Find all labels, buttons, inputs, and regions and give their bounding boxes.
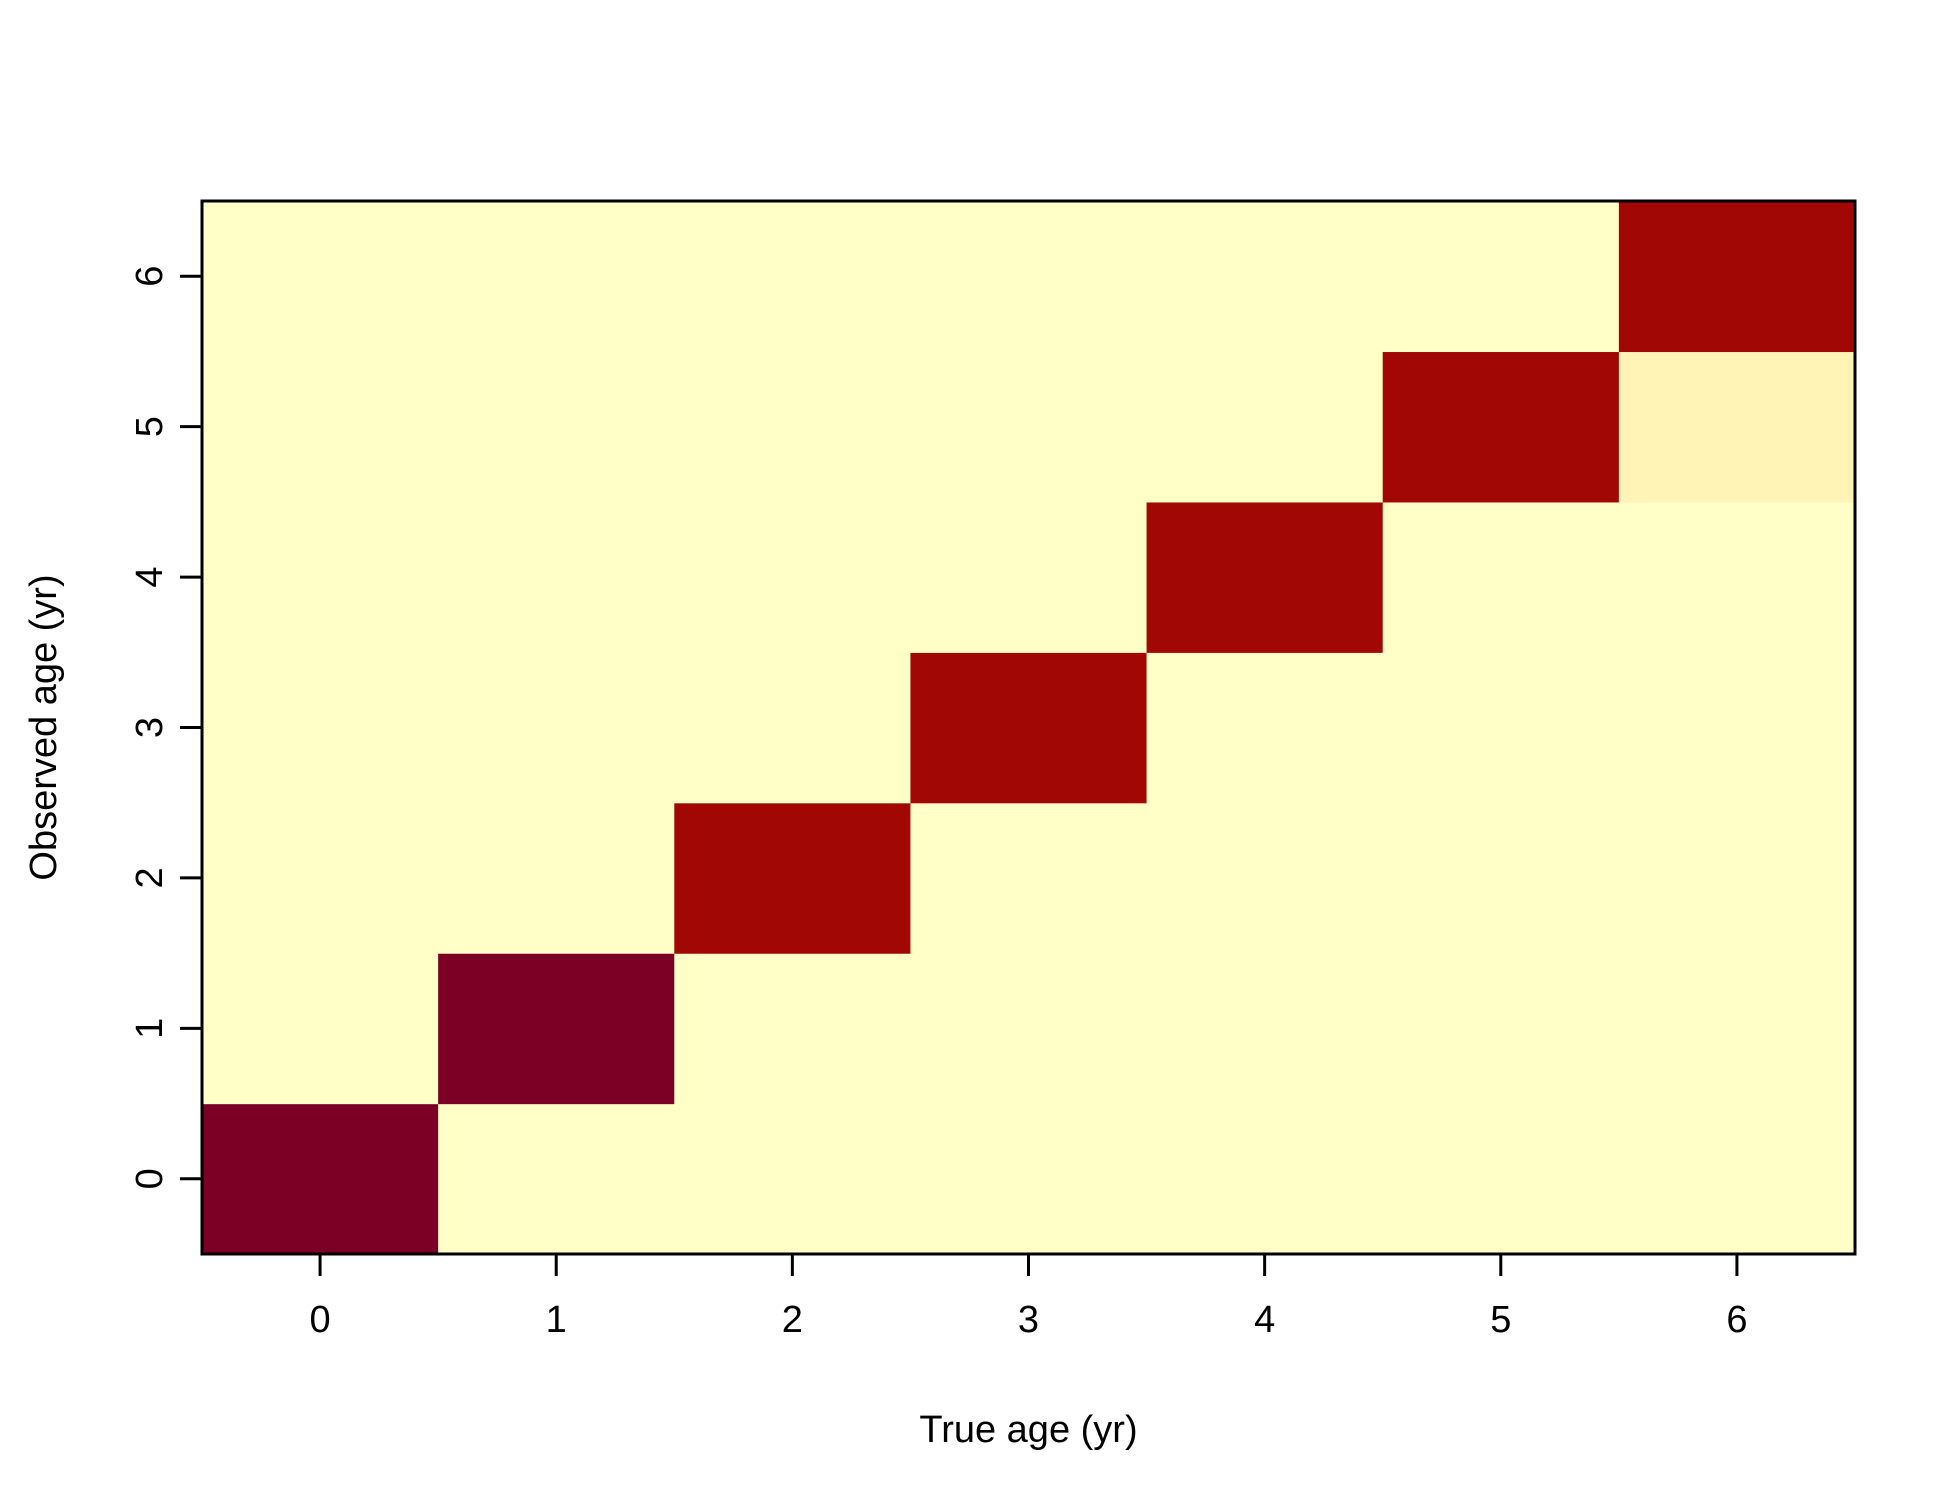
- heatmap-cell-5-3: [1382, 652, 1620, 804]
- heatmap-cell-0-4: [202, 501, 439, 653]
- y-tick-label: 2: [129, 867, 171, 888]
- heatmap-cell-4-1: [1146, 953, 1384, 1105]
- heatmap-cell-0-0: [202, 1103, 439, 1255]
- heatmap-cell-2-4: [674, 501, 912, 653]
- heatmap-cell-1-1: [438, 953, 675, 1105]
- plot-frame: [200, 199, 1857, 1256]
- heatmap-cell-1-2: [438, 802, 675, 954]
- heatmap-cell-6-2: [1618, 802, 1856, 954]
- x-axis-label: True age (yr): [919, 1409, 1137, 1451]
- y-tick-label: 3: [129, 717, 171, 738]
- x-tick-label: 1: [546, 1299, 567, 1341]
- heatmap-cell-5-4: [1382, 501, 1620, 653]
- heatmap-cell-6-3: [1618, 652, 1856, 804]
- heatmap-cell-3-6: [910, 201, 1148, 353]
- heatmap-cell-0-3: [202, 652, 439, 804]
- heatmap-cell-0-5: [202, 351, 439, 503]
- heatmap-cell-2-0: [674, 1103, 912, 1255]
- heatmap-cell-3-5: [910, 351, 1148, 503]
- x-axis: 0 1 2 3 4 5 6: [310, 1254, 1747, 1341]
- y-tick-label: 4: [129, 567, 171, 588]
- heatmap-cell-1-0: [438, 1103, 675, 1255]
- heatmap-cell-4-4: [1146, 501, 1384, 653]
- heatmap-cell-4-0: [1146, 1103, 1384, 1255]
- heatmap-cell-3-3: [910, 652, 1148, 804]
- x-tick-label: 5: [1490, 1299, 1511, 1341]
- heatmap-cell-2-5: [674, 351, 912, 503]
- x-tick-label: 6: [1726, 1299, 1747, 1341]
- heatmap-cell-6-0: [1618, 1103, 1856, 1255]
- y-axis: 0 1 2 3 4 5 6: [129, 266, 202, 1189]
- heatmap-cell-1-6: [438, 201, 675, 353]
- heatmap-cell-5-1: [1382, 953, 1620, 1105]
- heatmap-cell-1-4: [438, 501, 675, 653]
- heatmap-cell-3-4: [910, 501, 1148, 653]
- x-tick-label: 3: [1018, 1299, 1039, 1341]
- y-tick-label: 5: [129, 416, 171, 437]
- heatmap-cell-0-2: [202, 802, 439, 954]
- x-tick-label: 2: [782, 1299, 803, 1341]
- heatmap-cell-4-6: [1146, 201, 1384, 353]
- heatmap-cell-2-2: [674, 802, 912, 954]
- y-tick-label: 1: [129, 1018, 171, 1039]
- heatmap-cell-0-1: [202, 953, 439, 1105]
- x-tick-label: 0: [310, 1299, 331, 1341]
- heatmap-cell-6-1: [1618, 953, 1856, 1105]
- heatmap-cell-2-1: [674, 953, 912, 1105]
- y-tick-label: 6: [129, 266, 171, 287]
- x-tick-label: 4: [1254, 1299, 1275, 1341]
- heatmap-cell-6-5: [1618, 351, 1856, 503]
- heatmap-cell-5-0: [1382, 1103, 1620, 1255]
- y-tick-label: 0: [129, 1168, 171, 1189]
- heatmap-cell-5-2: [1382, 802, 1620, 954]
- heatmap-cell-5-6: [1382, 201, 1620, 353]
- heatmap-cell-6-4: [1618, 501, 1856, 653]
- y-axis-label: Observed age (yr): [23, 574, 65, 880]
- heatmap-cell-0-6: [202, 201, 439, 353]
- heatmap-cell-1-5: [438, 351, 675, 503]
- heatmap-cell-4-2: [1146, 802, 1384, 954]
- heatmap-cell-4-5: [1146, 351, 1384, 503]
- heatmap-cell-6-6: [1618, 201, 1856, 353]
- heatmap-cell-1-3: [438, 652, 675, 804]
- heatmap-cells: [202, 201, 1856, 1255]
- heatmap-cell-2-6: [674, 201, 912, 353]
- heatmap-cell-4-3: [1146, 652, 1384, 804]
- heatmap-cell-3-1: [910, 953, 1148, 1105]
- heatmap-cell-2-3: [674, 652, 912, 804]
- heatmap-cell-5-5: [1382, 351, 1620, 503]
- heatmap-cell-3-2: [910, 802, 1148, 954]
- heatmap-cell-3-0: [910, 1103, 1148, 1255]
